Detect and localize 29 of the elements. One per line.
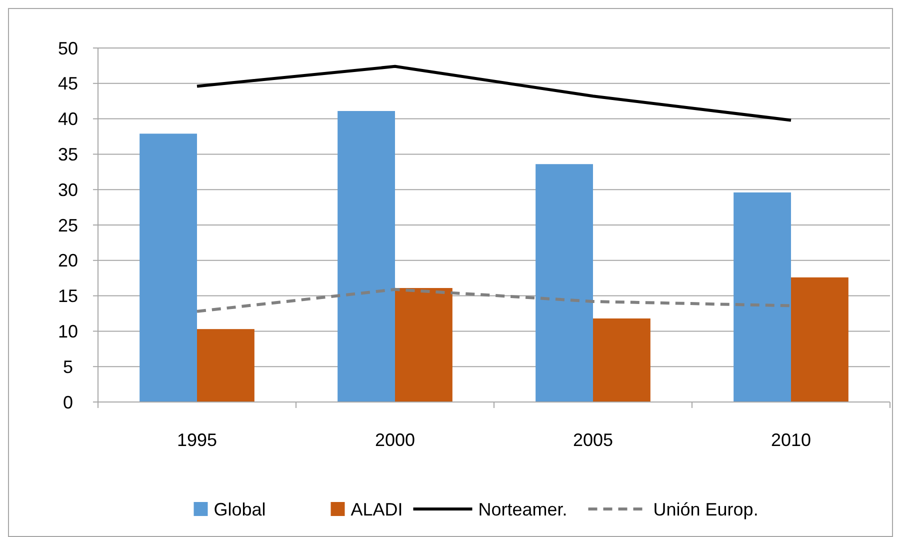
- legend-label: ALADI: [350, 499, 403, 520]
- bar: [395, 288, 452, 402]
- y-tick-label: 5: [62, 356, 74, 377]
- y-tick-label: 20: [58, 250, 78, 271]
- y-tick-label: 40: [58, 109, 78, 130]
- x-tick-label: 2000: [374, 430, 416, 450]
- bar: [734, 192, 791, 402]
- bar: [536, 164, 593, 402]
- bar: [197, 329, 254, 402]
- x-tick-label: 2005: [572, 430, 614, 450]
- y-tick-label: 15: [58, 286, 78, 306]
- y-tick-label: 50: [58, 38, 78, 58]
- y-tick-label: 25: [58, 215, 78, 236]
- y-tick-label: 10: [58, 322, 78, 342]
- bar: [791, 277, 848, 402]
- y-tick-label: 30: [58, 180, 78, 200]
- bar: [338, 111, 395, 402]
- line-series: [196, 64, 792, 122]
- legend-label: Norteamer.: [478, 499, 568, 520]
- legend-label: Global: [214, 499, 266, 520]
- bar: [593, 318, 650, 402]
- y-tick-label: 0: [62, 392, 74, 412]
- bar: [140, 134, 197, 402]
- y-tick-label: 35: [58, 144, 78, 164]
- y-tick-label: 45: [58, 74, 78, 94]
- legend-label: Unión Europ.: [653, 499, 758, 520]
- line-series: [196, 288, 792, 313]
- x-tick-label: 1995: [176, 430, 218, 450]
- x-tick-label: 2010: [770, 430, 812, 450]
